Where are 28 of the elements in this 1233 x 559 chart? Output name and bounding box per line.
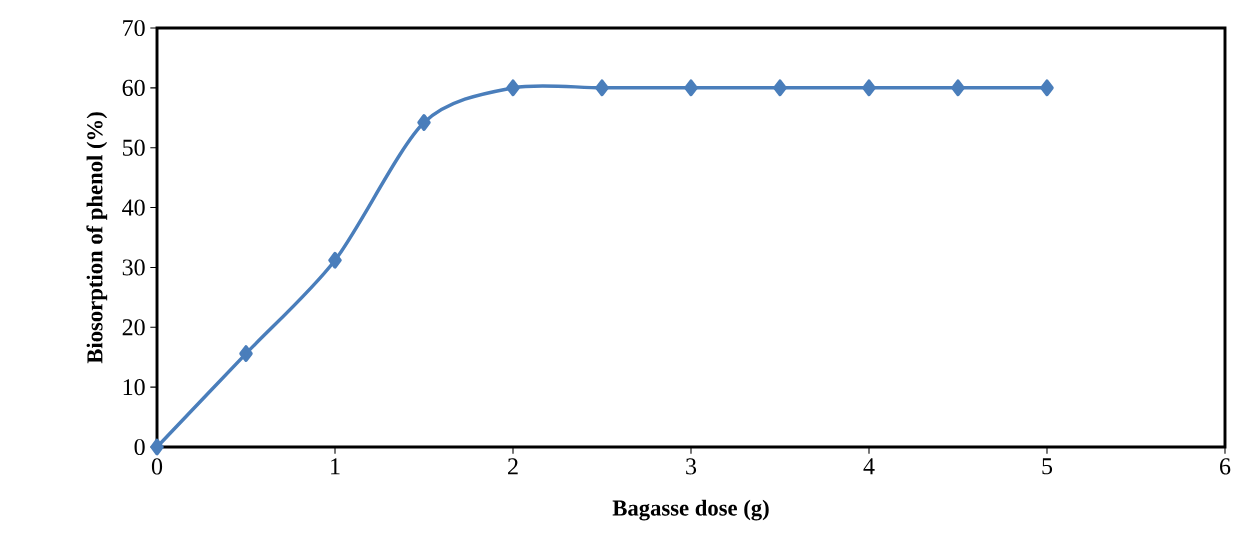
x-tick-label: 3 — [686, 458, 697, 475]
point — [862, 79, 876, 97]
y-axis-title: Biosorption of phenol (%) — [86, 112, 108, 364]
x-tick-label: 2 — [508, 458, 518, 475]
x-tick-label: 0 — [151, 458, 163, 475]
point — [773, 79, 787, 97]
point — [239, 345, 253, 363]
point — [417, 114, 431, 131]
x-axis-title: Bagasse dose (g) — [612, 499, 769, 521]
y-tick-label: 0 — [134, 438, 145, 456]
y-tick-label: 10 — [123, 379, 145, 396]
x-tick-label: 4 — [863, 458, 875, 475]
x-tick-label: 6 — [1220, 458, 1231, 475]
point — [1040, 79, 1054, 97]
y-tick-label: 40 — [122, 199, 145, 216]
x-tick-label: 5 — [1042, 458, 1053, 475]
y-tick-label: 60 — [122, 79, 145, 96]
point — [506, 79, 520, 97]
point — [150, 438, 164, 456]
y-tick-label: 20 — [122, 319, 145, 336]
point — [684, 79, 698, 97]
x-tick-label: 1 — [331, 458, 340, 475]
y-tick-label: 30 — [122, 259, 145, 276]
point — [595, 79, 609, 97]
y-tick-label: 70 — [123, 19, 145, 37]
y-tick-label: 50 — [123, 139, 145, 156]
point — [328, 251, 342, 269]
point — [951, 79, 965, 97]
